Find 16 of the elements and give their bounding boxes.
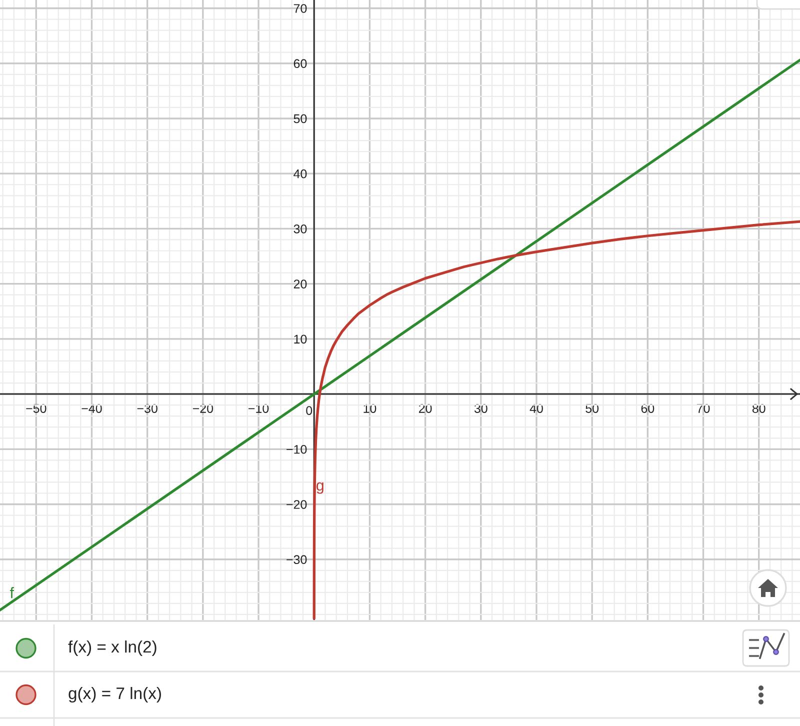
annotation: f (10, 587, 14, 598)
legend-label: g(x) = 7 ln(x) (68, 686, 161, 703)
y-tick-label: −10 (286, 444, 307, 454)
y-tick-label: 30 (294, 224, 307, 234)
y-tick-label: 60 (294, 59, 307, 68)
y-tick-label: −30 (286, 555, 307, 564)
annotation: g (316, 482, 324, 494)
legend-label: f(x) = x ln(2) (68, 640, 156, 656)
y-tick-label: −20 (286, 500, 307, 509)
y-tick-label: 20 (294, 280, 307, 288)
y-tick-label: 50 (294, 114, 307, 124)
line-series (312, 220, 800, 620)
x-tick-label: 0 (306, 406, 312, 415)
y-tick-label: 40 (294, 169, 307, 178)
y-tick-label: 70 (294, 4, 307, 13)
y-tick-label: 10 (294, 334, 307, 344)
